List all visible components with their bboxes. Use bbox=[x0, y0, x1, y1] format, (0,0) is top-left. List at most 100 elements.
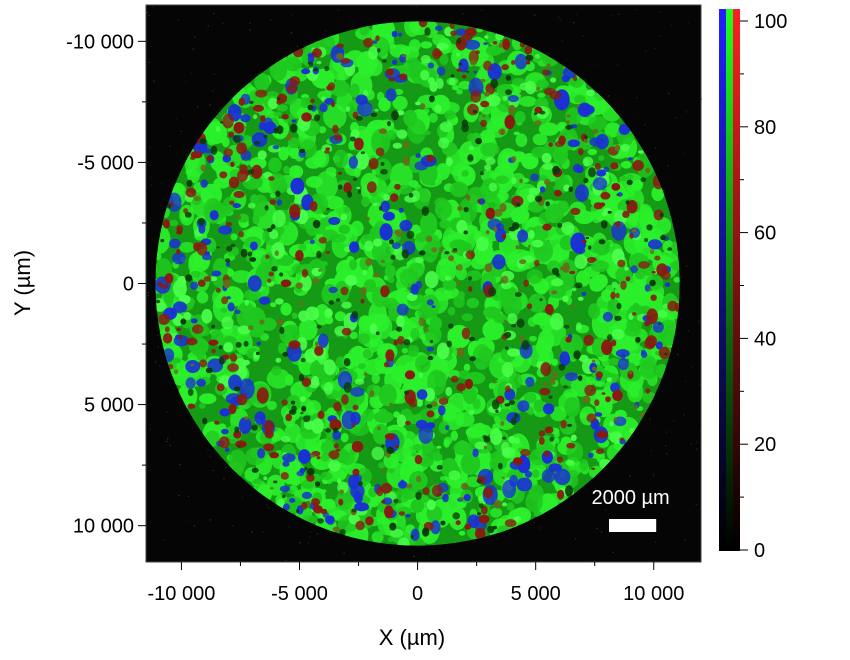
noise-speck bbox=[241, 496, 243, 499]
map-blob bbox=[564, 372, 579, 381]
map-blob bbox=[341, 327, 352, 336]
map-blob bbox=[264, 205, 269, 211]
map-blob bbox=[483, 42, 488, 45]
map-blob bbox=[316, 250, 322, 258]
map-blob bbox=[485, 230, 490, 235]
map-blob bbox=[511, 324, 516, 328]
map-blob bbox=[272, 209, 286, 228]
map-blob bbox=[465, 426, 485, 438]
noise-speck bbox=[540, 527, 542, 529]
map-blob bbox=[568, 415, 576, 425]
map-blob bbox=[507, 313, 518, 325]
noise-speck bbox=[159, 365, 161, 367]
map-blob bbox=[328, 300, 335, 305]
y-axis-label: Y (µm) bbox=[10, 250, 35, 316]
map-blob bbox=[452, 248, 458, 252]
map-blob bbox=[298, 373, 305, 382]
noise-speck bbox=[147, 295, 149, 297]
map-blob bbox=[187, 388, 194, 396]
map-blob bbox=[489, 428, 503, 446]
noise-speck bbox=[667, 165, 669, 167]
map-blob bbox=[626, 179, 633, 185]
noise-speck bbox=[149, 146, 151, 148]
map-blob bbox=[193, 196, 201, 202]
map-blob bbox=[528, 229, 535, 239]
map-blob bbox=[463, 207, 469, 213]
map-blob bbox=[296, 470, 305, 477]
map-blob bbox=[328, 460, 341, 472]
map-blob bbox=[371, 446, 385, 461]
map-blob bbox=[504, 346, 509, 350]
noise-speck bbox=[197, 106, 199, 108]
colorbar: 0 20 40 60 80 100 bbox=[719, 9, 787, 562]
map-blob bbox=[387, 276, 395, 283]
map-blob bbox=[301, 491, 312, 499]
map-blob bbox=[514, 292, 522, 297]
y-tick-label: -10 000 bbox=[66, 31, 134, 53]
map-blob bbox=[561, 75, 571, 83]
map-blob bbox=[305, 306, 320, 321]
map-blob bbox=[501, 476, 505, 479]
map-blob bbox=[514, 53, 528, 70]
map-blob bbox=[569, 270, 576, 275]
map-blob bbox=[369, 390, 375, 398]
map-blob bbox=[179, 242, 195, 253]
map-blob bbox=[586, 89, 595, 97]
noise-speck bbox=[654, 147, 656, 149]
colorbar-blue-channel bbox=[719, 9, 726, 551]
noise-speck bbox=[232, 525, 234, 527]
map-blob bbox=[268, 271, 274, 277]
map-blob bbox=[508, 95, 519, 103]
map-blob bbox=[456, 89, 463, 95]
noise-speck bbox=[669, 505, 671, 507]
map-blob bbox=[229, 353, 238, 362]
map-blob bbox=[563, 324, 570, 329]
map-blob bbox=[256, 387, 269, 404]
map-blob bbox=[365, 516, 374, 526]
noise-speck bbox=[606, 498, 609, 500]
map-blob bbox=[249, 241, 258, 251]
map-blob bbox=[251, 424, 258, 431]
map-blob bbox=[267, 97, 278, 110]
map-blob bbox=[664, 282, 671, 288]
map-blob bbox=[582, 156, 594, 167]
map-blob bbox=[424, 288, 434, 297]
map-blob bbox=[504, 519, 517, 528]
map-blob bbox=[509, 475, 519, 487]
colorbar-ticks: 0 20 40 60 80 100 bbox=[740, 11, 787, 562]
map-blob bbox=[406, 230, 415, 239]
map-blob bbox=[601, 289, 613, 302]
map-blob bbox=[382, 59, 387, 63]
map-blob bbox=[434, 104, 442, 113]
map-blob bbox=[311, 474, 322, 483]
map-blob bbox=[251, 467, 259, 473]
map-blob bbox=[649, 279, 656, 287]
map-blob bbox=[275, 357, 282, 363]
noise-speck bbox=[688, 330, 690, 332]
noise-speck bbox=[618, 13, 620, 15]
map-blob bbox=[434, 50, 443, 57]
map-blob bbox=[365, 258, 373, 267]
map-blob bbox=[358, 363, 366, 370]
map-blob bbox=[586, 376, 595, 386]
noise-speck bbox=[691, 366, 693, 368]
map-blob bbox=[384, 130, 397, 141]
noise-speck bbox=[462, 13, 464, 15]
map-blob bbox=[369, 226, 383, 242]
map-blob bbox=[335, 356, 347, 368]
map-blob bbox=[411, 452, 418, 457]
map-blob bbox=[405, 420, 411, 426]
noise-speck bbox=[675, 117, 677, 119]
map-blob bbox=[215, 287, 221, 293]
noise-speck bbox=[285, 559, 287, 561]
map-blob bbox=[196, 378, 207, 387]
map-blob bbox=[276, 199, 283, 206]
noise-speck bbox=[653, 475, 655, 477]
map-blob bbox=[215, 163, 232, 173]
map-blob bbox=[463, 363, 471, 372]
map-blob bbox=[331, 101, 335, 108]
map-blob bbox=[505, 385, 511, 393]
map-blob bbox=[551, 290, 558, 295]
map-blob bbox=[480, 78, 486, 83]
noise-speck bbox=[178, 494, 180, 496]
